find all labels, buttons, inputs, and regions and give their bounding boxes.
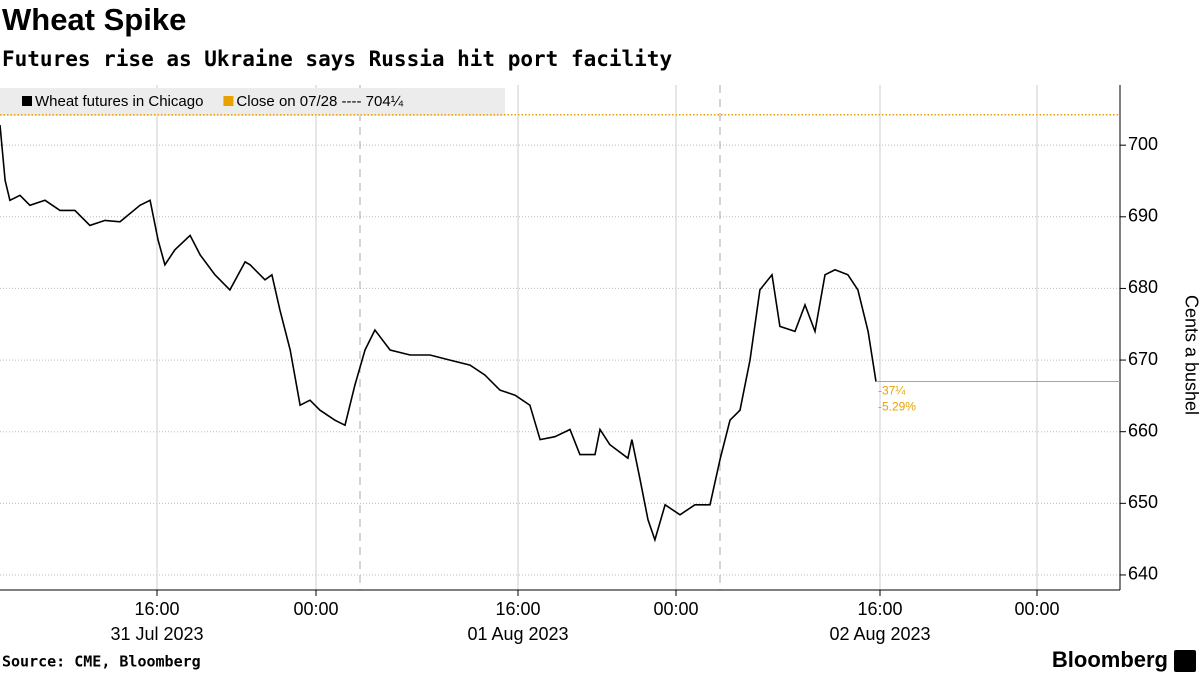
chart-subtitle: Futures rise as Ukraine says Russia hit …	[2, 47, 672, 71]
y-tick-label: 700	[1128, 134, 1158, 154]
x-tick-date: 01 Aug 2023	[467, 624, 568, 644]
chart-title: Wheat Spike	[2, 2, 186, 37]
annotation: -37¼	[878, 384, 906, 398]
x-tick-date: 02 Aug 2023	[829, 624, 930, 644]
y-tick-label: 660	[1128, 420, 1158, 440]
legend-label: Wheat futures in Chicago	[35, 93, 203, 110]
grid	[0, 85, 1120, 590]
line	[0, 125, 877, 543]
x-tick-label: 00:00	[1014, 599, 1059, 619]
x-tick-label: 16:00	[134, 599, 179, 619]
x-tick-date: 31 Jul 2023	[110, 624, 203, 644]
x-tick-label: 16:00	[495, 599, 540, 619]
legend-swatch	[223, 96, 234, 106]
source: Source: CME, Bloomberg	[2, 653, 201, 671]
legend-label: Close on 07/28 ---- 704¼	[236, 93, 403, 110]
legend-box	[0, 88, 505, 116]
y-tick-label: 670	[1128, 349, 1158, 369]
x-tick-label: 00:00	[653, 599, 698, 619]
legend-swatch	[22, 96, 32, 106]
y-tick-label: 640	[1128, 564, 1158, 584]
y-tick-label: 680	[1128, 277, 1158, 297]
brand: Bloomberg	[1052, 647, 1168, 672]
brand-icon	[1174, 650, 1196, 672]
y-axis-label: Cents a bushel	[1181, 295, 1200, 415]
x-tick-label: 00:00	[293, 599, 338, 619]
annotation: -5.29%	[878, 400, 916, 414]
x-tick-label: 16:00	[857, 599, 902, 619]
y-tick-label: 650	[1128, 492, 1158, 512]
y-tick-label: 690	[1128, 206, 1158, 226]
